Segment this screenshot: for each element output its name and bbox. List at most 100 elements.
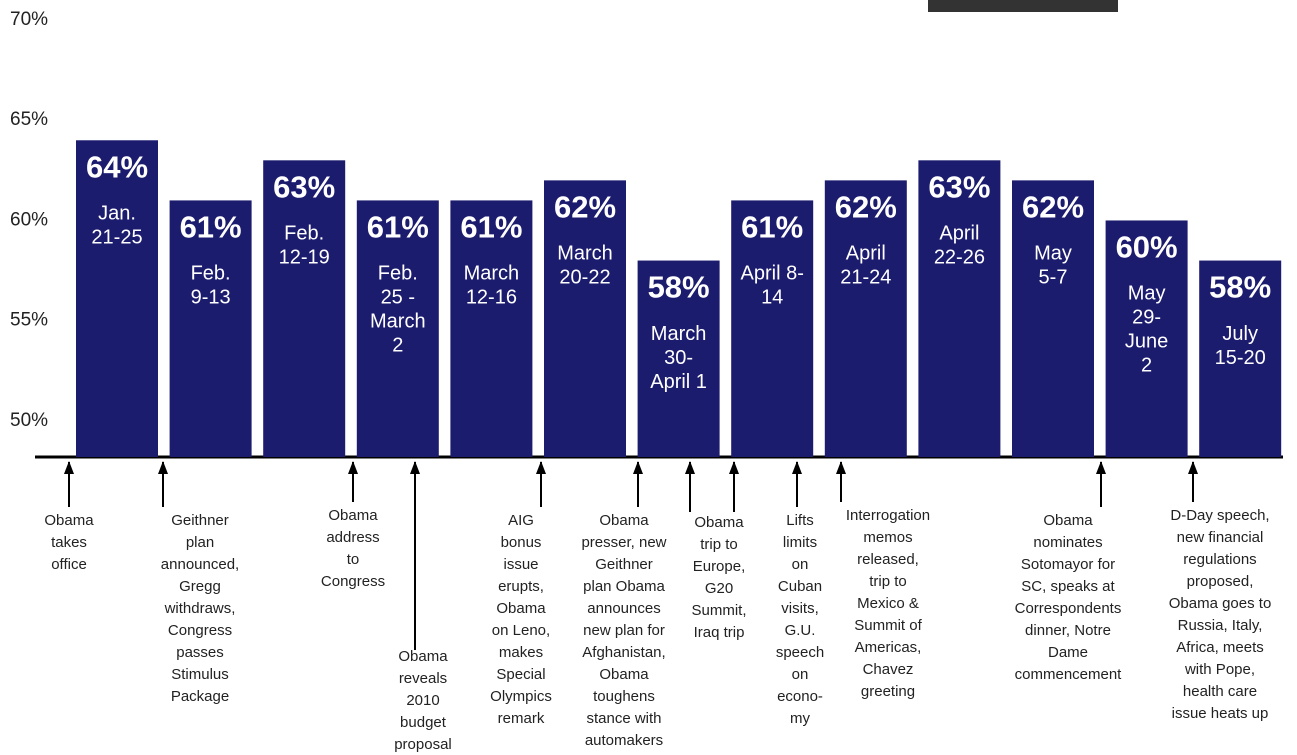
category-label: March	[557, 243, 613, 265]
category-label: 25 -	[381, 287, 415, 309]
y-tick-label: 70%	[10, 9, 48, 30]
arrow-head	[1188, 461, 1198, 474]
arrow-head	[158, 461, 168, 474]
bar	[1199, 260, 1282, 457]
category-label: June	[1125, 331, 1168, 353]
value-label: 62%	[1022, 190, 1084, 225]
event-label: new plan for	[583, 622, 665, 639]
value-label: 58%	[648, 270, 710, 305]
category-label: 21-25	[91, 227, 142, 249]
value-label: 63%	[273, 170, 335, 205]
value-label: 64%	[86, 149, 148, 184]
event-label: G20	[705, 580, 733, 597]
event-label: Summit of	[854, 617, 922, 634]
event-label: address	[326, 529, 379, 546]
photo	[928, 0, 1118, 12]
category-label: 20-22	[559, 267, 610, 289]
event-label: Obama	[328, 507, 378, 524]
event-label: stance with	[586, 710, 661, 727]
event-label: Dame	[1048, 644, 1088, 661]
event-label: Olympics	[490, 688, 552, 705]
event-label: new financial	[1177, 529, 1264, 546]
event-label: on	[792, 556, 809, 573]
event-label: Obama	[599, 512, 649, 529]
event-label: Summit,	[691, 602, 746, 619]
event-label: Obama	[1043, 512, 1093, 529]
bar	[1105, 220, 1188, 457]
y-tick-label: 65%	[10, 109, 48, 130]
event-label: passes	[176, 644, 224, 661]
event-label: visits,	[781, 600, 819, 617]
category-label: April 1	[650, 371, 707, 393]
category-label: 22-26	[934, 247, 985, 269]
event-label: Americas,	[855, 639, 922, 656]
event-label: health care	[1183, 683, 1257, 700]
value-label: 61%	[367, 210, 429, 245]
category-label: Feb.	[378, 263, 418, 285]
category-label: March	[370, 311, 426, 333]
category-label: May	[1034, 243, 1072, 265]
category-label: 5-7	[1039, 267, 1068, 289]
event-label: Geithner	[595, 556, 653, 573]
event-label: proposed,	[1187, 573, 1254, 590]
arrow-head	[729, 461, 739, 474]
event-label: with Pope,	[1184, 661, 1255, 678]
event-label: Africa, meets	[1176, 639, 1264, 656]
arrow-head	[536, 461, 546, 474]
event-label: makes	[499, 644, 543, 661]
value-label: 61%	[180, 210, 242, 245]
event-label: Russia, Italy,	[1178, 617, 1263, 634]
event-label: trip to	[869, 573, 907, 590]
event-label: Obama	[44, 512, 94, 529]
event-label: Geithner	[171, 512, 229, 529]
category-label: 12-16	[466, 287, 517, 309]
arrow-head	[1096, 461, 1106, 474]
bar	[450, 200, 533, 457]
event-label: regulations	[1183, 551, 1256, 568]
event-label: limits	[783, 534, 817, 551]
bar	[637, 260, 720, 457]
category-label: 30-	[664, 347, 693, 369]
bar	[169, 200, 252, 457]
event-label: Obama	[694, 514, 744, 531]
event-label: SC, speaks at	[1021, 578, 1115, 595]
value-label: 58%	[1209, 270, 1271, 305]
category-label: May	[1128, 283, 1166, 305]
event-label: commencement	[1015, 666, 1123, 683]
arrow-head	[792, 461, 802, 474]
event-label: Congress	[168, 622, 232, 639]
event-label: Obama goes to	[1169, 595, 1272, 612]
event-label: office	[51, 556, 87, 573]
event-label: Stimulus	[171, 666, 229, 683]
event-label: bonus	[501, 534, 542, 551]
event-label: econo-	[777, 688, 823, 705]
event-label: AIG	[508, 512, 534, 529]
event-label: memos	[863, 529, 912, 546]
event-label: Cuban	[778, 578, 822, 595]
category-label: Feb.	[191, 263, 231, 285]
event-label: my	[790, 710, 810, 727]
value-label: 60%	[1116, 230, 1178, 265]
event-label: Obama	[398, 648, 448, 665]
event-label: announced,	[161, 556, 239, 573]
event-label: Lifts	[786, 512, 814, 529]
arrow-head	[836, 461, 846, 474]
event-label: takes	[51, 534, 87, 551]
event-label: Europe,	[693, 558, 746, 575]
event-label: withdraws,	[164, 600, 236, 617]
event-label: Special	[496, 666, 545, 683]
y-tick-label: 55%	[10, 310, 48, 331]
category-label: 15-20	[1215, 347, 1266, 369]
event-label: Interrogation	[846, 507, 930, 524]
value-label: 63%	[928, 170, 990, 205]
category-label: 2	[1141, 355, 1152, 377]
event-label: Obama	[599, 666, 649, 683]
event-label: Correspondents	[1015, 600, 1122, 617]
event-label: on	[792, 666, 809, 683]
category-label: 9-13	[191, 287, 231, 309]
bar	[824, 180, 907, 457]
event-label: announces	[587, 600, 660, 617]
value-label: 62%	[835, 190, 897, 225]
category-label: March	[464, 263, 520, 285]
event-label: on Leno,	[492, 622, 550, 639]
